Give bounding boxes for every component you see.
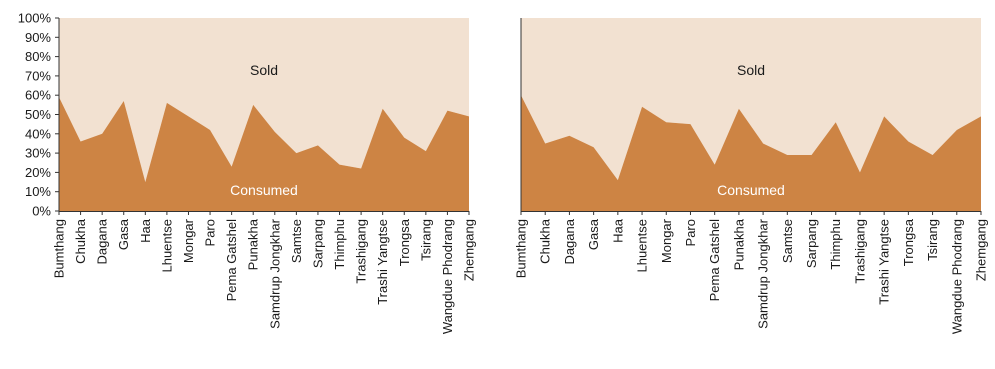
x-tick-label: Sarpang <box>804 219 819 268</box>
y-tick-label: 30% <box>25 146 51 161</box>
y-tick-label: 50% <box>25 107 51 122</box>
x-tick-label: Thimphu <box>828 219 843 270</box>
y-tick-label: 70% <box>25 68 51 83</box>
x-tick-label: Wangdue Phodrang <box>440 219 455 334</box>
y-tick-label: 100% <box>18 11 52 26</box>
chart-panel-1: 0% 10% 20% 30% 40% 50% 60% 70% 80% 90% 100% Bumthan… <box>18 11 477 335</box>
series-label-consumed: Consumed <box>230 182 298 198</box>
x-tick-label: Bumthang <box>514 219 529 278</box>
x-tick-label: Trashi Yangtse <box>877 219 892 305</box>
x-tick-label: Gasa <box>586 218 601 250</box>
x-tick-label: Paro <box>683 219 698 246</box>
x-tick-label: Tsirang <box>418 219 433 261</box>
x-tick-label: Punakha <box>731 218 746 270</box>
x-tick-label: Thimphu <box>332 219 347 270</box>
x-tick-label: Mongar <box>181 218 196 263</box>
y-tick-label: 80% <box>25 49 51 64</box>
x-tick-label: Samtse <box>780 219 795 263</box>
x-tick-label: Trashigang <box>354 219 369 284</box>
x-tick-label: Pema Gatshel <box>224 219 239 301</box>
x-tick-label: Paro <box>203 219 218 246</box>
x-tick-label: Zhemgang <box>974 219 989 281</box>
chart-panel-2: Bumthang Chukha Dagana Gasa Haa Lhuentse Monga… <box>514 18 989 334</box>
x-tick-label: Punakha <box>246 218 261 270</box>
x-tick-label: Samtse <box>289 219 304 263</box>
x-tick-label: Pema Gatshel <box>707 219 722 301</box>
y-tick-label: 60% <box>25 88 51 103</box>
series-label-consumed: Consumed <box>717 182 785 198</box>
x-tick-label: Wangdue Phodrang <box>949 219 964 334</box>
x-tick-label: Trongsa <box>397 218 412 266</box>
x-tick-label: Bumthang <box>52 219 67 278</box>
x-tick-label: Trongsa <box>901 218 916 266</box>
x-tick-label: Haa <box>610 218 625 243</box>
series-label-sold: Sold <box>250 62 278 78</box>
x-tick-label: Dagana <box>95 218 110 264</box>
x-tick-label: Tsirang <box>925 219 940 261</box>
x-tick-label: Sarpang <box>310 219 325 268</box>
x-tick-label: Lhuentse <box>159 219 174 273</box>
y-tick-label: 20% <box>25 165 51 180</box>
x-tick-label: Trashi Yangtse <box>375 219 390 305</box>
x-tick-label: Trashigang <box>852 219 867 284</box>
x-tick-label: Lhuentse <box>635 219 650 273</box>
x-tick-label: Samdrup Jongkhar <box>267 218 282 329</box>
x-tick-label: Samdrup Jongkhar <box>756 218 771 329</box>
x-tick-label: Zhemgang <box>462 219 477 281</box>
y-tick-label: 0% <box>32 204 51 219</box>
x-tick-label: Gasa <box>116 218 131 250</box>
x-tick-label: Dagana <box>562 218 577 264</box>
y-tick-label: 40% <box>25 126 51 141</box>
x-tick-label: Haa <box>138 218 153 243</box>
y-tick-label: 90% <box>25 30 51 45</box>
x-tick-label: Chukha <box>73 218 88 264</box>
x-tick-label: Mongar <box>659 218 674 263</box>
series-label-sold: Sold <box>737 62 765 78</box>
y-tick-label: 10% <box>25 184 51 199</box>
x-tick-label: Chukha <box>538 218 553 264</box>
